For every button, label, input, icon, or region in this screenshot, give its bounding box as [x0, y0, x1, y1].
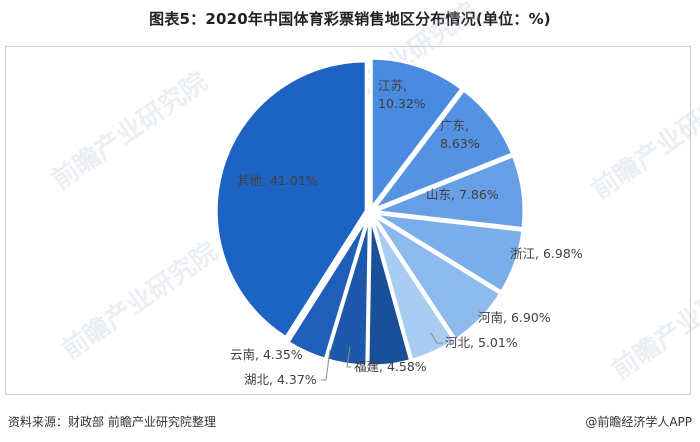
pie-slice-江苏 [369, 56, 464, 213]
data-label-河南: 河南, 6.90% [478, 310, 551, 325]
leader-line [346, 346, 351, 368]
pie-slice-河南 [371, 213, 503, 342]
chart-title: 图表5：2020年中国体育彩票销售地区分布情况(单位：%) [149, 10, 551, 28]
watermark-text: 前瞻产业研究院 [586, 76, 700, 206]
pie-slice-广东 [368, 87, 515, 213]
pie-slice-云南 [285, 214, 370, 362]
watermark-text: 前瞻产业研究院 [46, 66, 213, 196]
watermark-text: 前瞻产业研究院 [606, 256, 700, 386]
data-label-江苏: 江苏, 10.32% [378, 78, 426, 111]
data-labels: 江苏, 10.32% 广东, 8.63% 山东, 7.86% 浙江, 6.98% 河南, 6… [230, 78, 583, 387]
data-label-福建: 福建, 4.58% [354, 359, 427, 374]
data-label-山东: 山东, 7.86% [426, 187, 499, 202]
pie-slices [214, 56, 526, 368]
data-label-湖北: 湖北, 4.37% [244, 372, 317, 387]
pie-slice-其他 [214, 59, 368, 340]
pie-slice-山东 [373, 153, 526, 231]
data-label-河北: 河北, 5.01% [445, 335, 518, 350]
data-label-云南: 云南, 4.35% [230, 347, 303, 362]
leader-line [430, 332, 443, 344]
source-note: 资料来源：财政部 前瞻产业研究院整理 [8, 415, 216, 429]
watermark-text: 前瞻产业研究院 [56, 236, 223, 366]
credit-note: @前瞻经济学人APP [585, 415, 692, 429]
chart-frame [5, 46, 691, 395]
data-label-广东: 广东, 8.63% [440, 118, 480, 151]
pie-slice-浙江 [372, 211, 525, 295]
leader-lines [321, 332, 443, 381]
data-label-其他: 其他, 41.01% [237, 173, 318, 188]
leader-line [321, 349, 331, 381]
data-label-浙江: 浙江, 6.98% [510, 246, 583, 261]
